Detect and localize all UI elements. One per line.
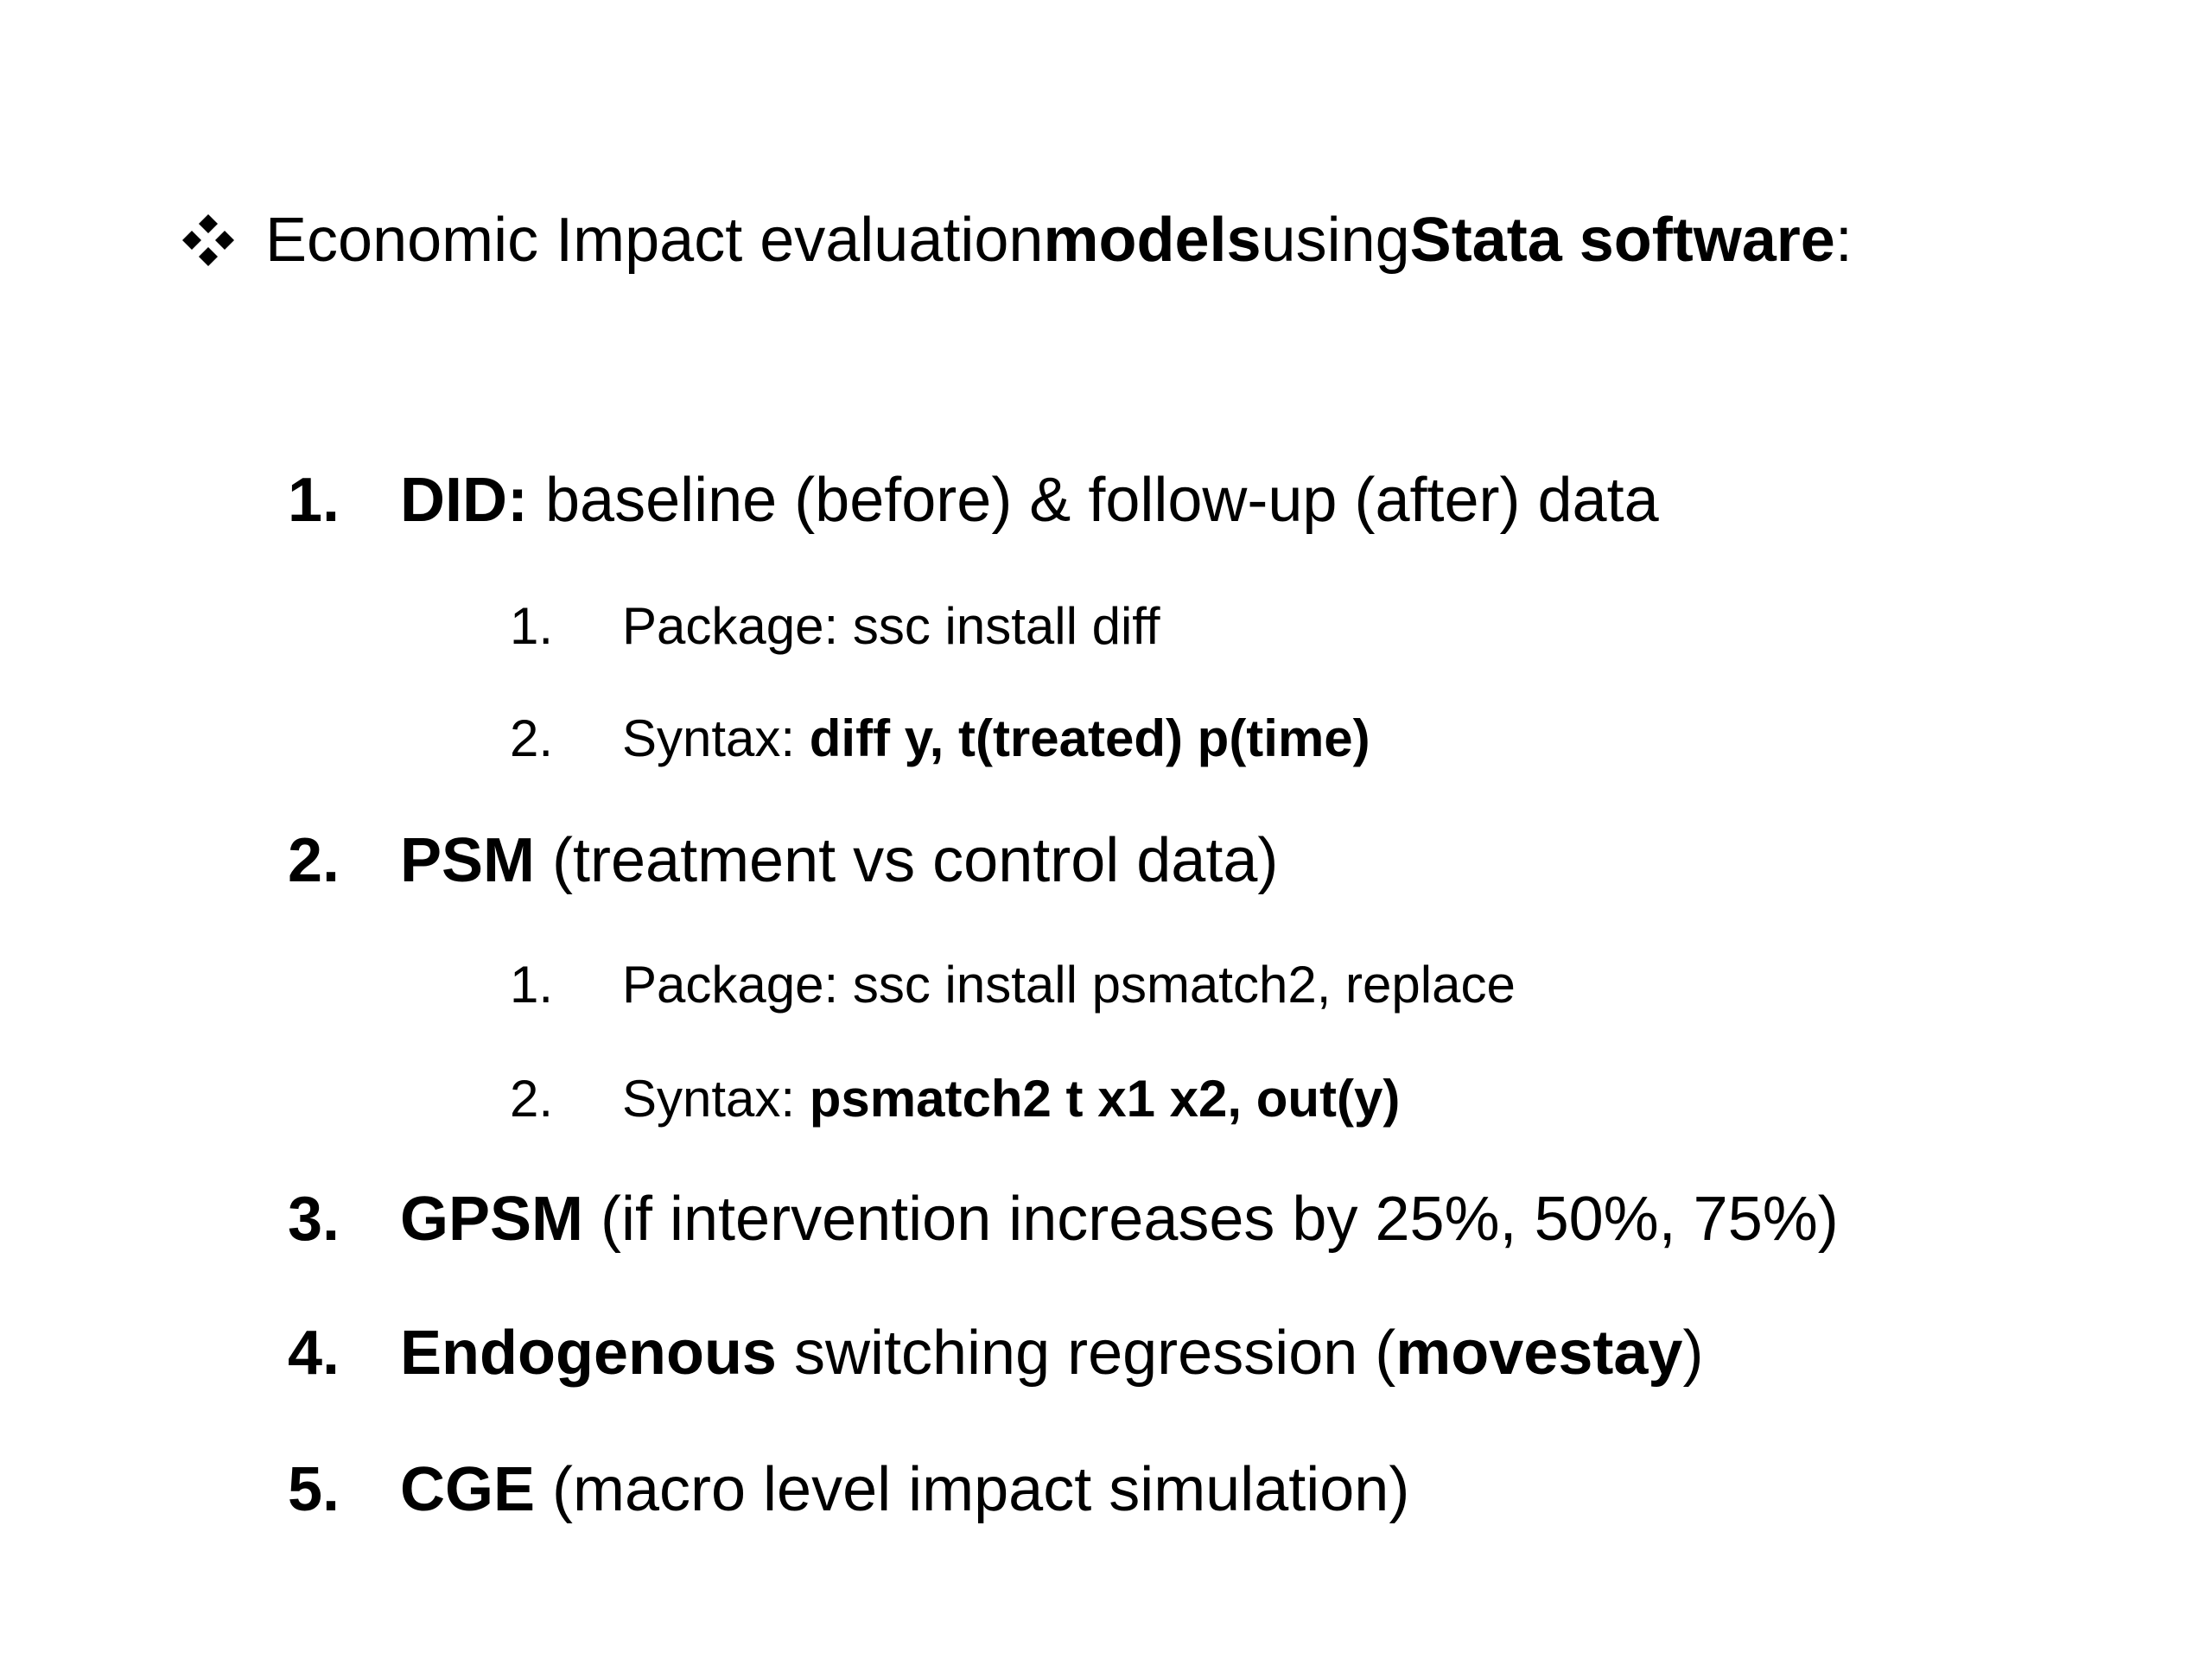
heading-part: : <box>1834 206 1853 275</box>
heading-part: using <box>1261 206 1410 275</box>
sub-item-did-syntax: 2. Syntax: diff y, t(treated) p(time) <box>510 709 1370 768</box>
item-number: 5. <box>288 1455 340 1524</box>
item-number: 3. <box>288 1185 340 1254</box>
item-title: DID: <box>400 466 528 535</box>
sub-item-text: ssc install diff <box>852 597 1160 655</box>
list-item-endogenous: 4. Endogenous switching regression ( mov… <box>288 1318 1703 1389</box>
item-text: (if intervention increases by 25%, 50%, … <box>583 1185 1839 1254</box>
sub-item-number: 1. <box>510 956 554 1014</box>
item-text: switching regression ( <box>776 1319 1396 1388</box>
item-text-movestay: movestay <box>1395 1319 1683 1388</box>
item-title: Endogenous <box>400 1319 777 1388</box>
item-text: baseline (before) & follow-up (after) da… <box>527 466 1659 535</box>
item-number: 4. <box>288 1319 340 1388</box>
heading-part-stata: Stata software <box>1409 206 1835 275</box>
item-title: PSM <box>400 826 536 895</box>
sub-item-psm-syntax: 2. Syntax: psmatch2 t x1 x2, out(y) <box>510 1069 1400 1128</box>
list-item-did: 1. DID: baseline (before) & follow-up (a… <box>288 465 1659 536</box>
item-text: ) <box>1682 1319 1704 1388</box>
sub-item-prefix: Package: <box>622 956 853 1014</box>
item-title: CGE <box>400 1455 536 1524</box>
heading-part-models: models <box>1043 206 1262 275</box>
diamond-four-icon <box>177 209 239 271</box>
sub-item-text: ssc install psmatch2, replace <box>852 956 1516 1014</box>
sub-item-number: 2. <box>510 709 554 767</box>
slide-heading: Economic Impact evaluation models using … <box>177 197 1853 283</box>
sub-item-number: 2. <box>510 1070 554 1128</box>
list-item-psm: 2. PSM (treatment vs control data) <box>288 825 1278 896</box>
item-text: (macro level impact simulation) <box>535 1455 1410 1524</box>
heading-part: Economic Impact evaluation <box>265 206 1044 275</box>
item-number: 2. <box>288 826 340 895</box>
list-item-cge: 5. CGE (macro level impact simulation) <box>288 1454 1409 1525</box>
list-item-gpsm: 3. GPSM (if intervention increases by 25… <box>288 1184 1839 1255</box>
sub-item-text: psmatch2 t x1 x2, out(y) <box>809 1070 1401 1128</box>
sub-item-prefix: Syntax: <box>622 1070 810 1128</box>
item-text: (treatment vs control data) <box>535 826 1279 895</box>
sub-item-prefix: Syntax: <box>622 709 810 767</box>
sub-item-psm-package: 1. Package: ssc install psmatch2, replac… <box>510 955 1516 1014</box>
sub-item-did-package: 1. Package: ssc install diff <box>510 596 1160 656</box>
item-title: GPSM <box>400 1185 584 1254</box>
sub-item-text: diff y, t(treated) p(time) <box>809 709 1370 767</box>
sub-item-number: 1. <box>510 597 554 655</box>
sub-item-prefix: Package: <box>622 597 853 655</box>
item-number: 1. <box>288 466 340 535</box>
